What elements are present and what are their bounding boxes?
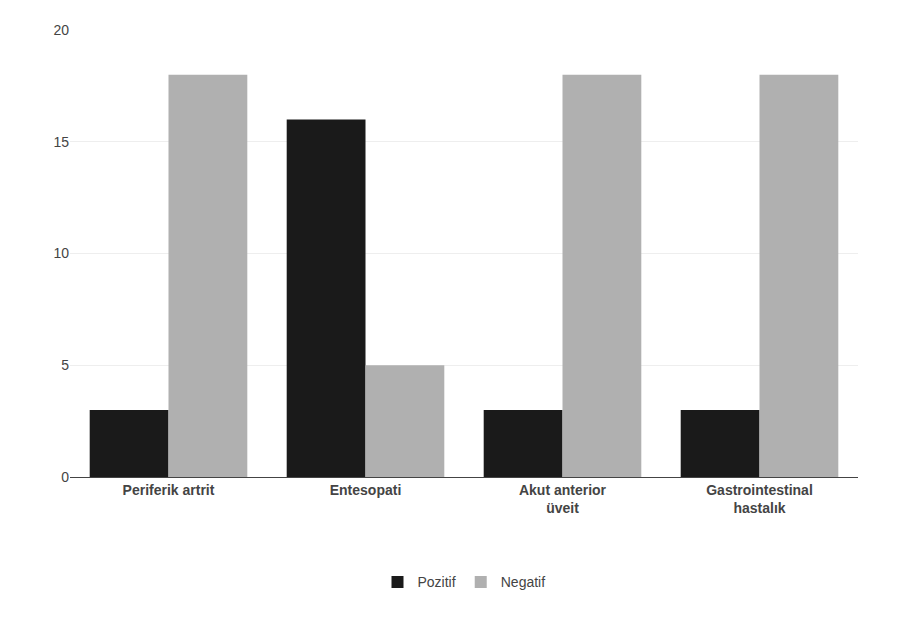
svg-text:Gastrointestinalhastalık: Gastrointestinalhastalık	[706, 482, 813, 516]
svg-text:10: 10	[53, 245, 69, 261]
svg-text:Periferik artrit: Periferik artrit	[123, 482, 215, 498]
svg-text:Pozitif: Pozitif	[418, 574, 456, 590]
svg-text:20: 20	[53, 22, 69, 38]
svg-text:0: 0	[61, 469, 69, 485]
svg-text:Akut anteriorüveit: Akut anteriorüveit	[519, 482, 607, 516]
svg-text:15: 15	[53, 134, 69, 150]
svg-text:Entesopati: Entesopati	[330, 482, 402, 498]
svg-text:5: 5	[61, 357, 69, 373]
svg-text:Negatif: Negatif	[501, 574, 545, 590]
